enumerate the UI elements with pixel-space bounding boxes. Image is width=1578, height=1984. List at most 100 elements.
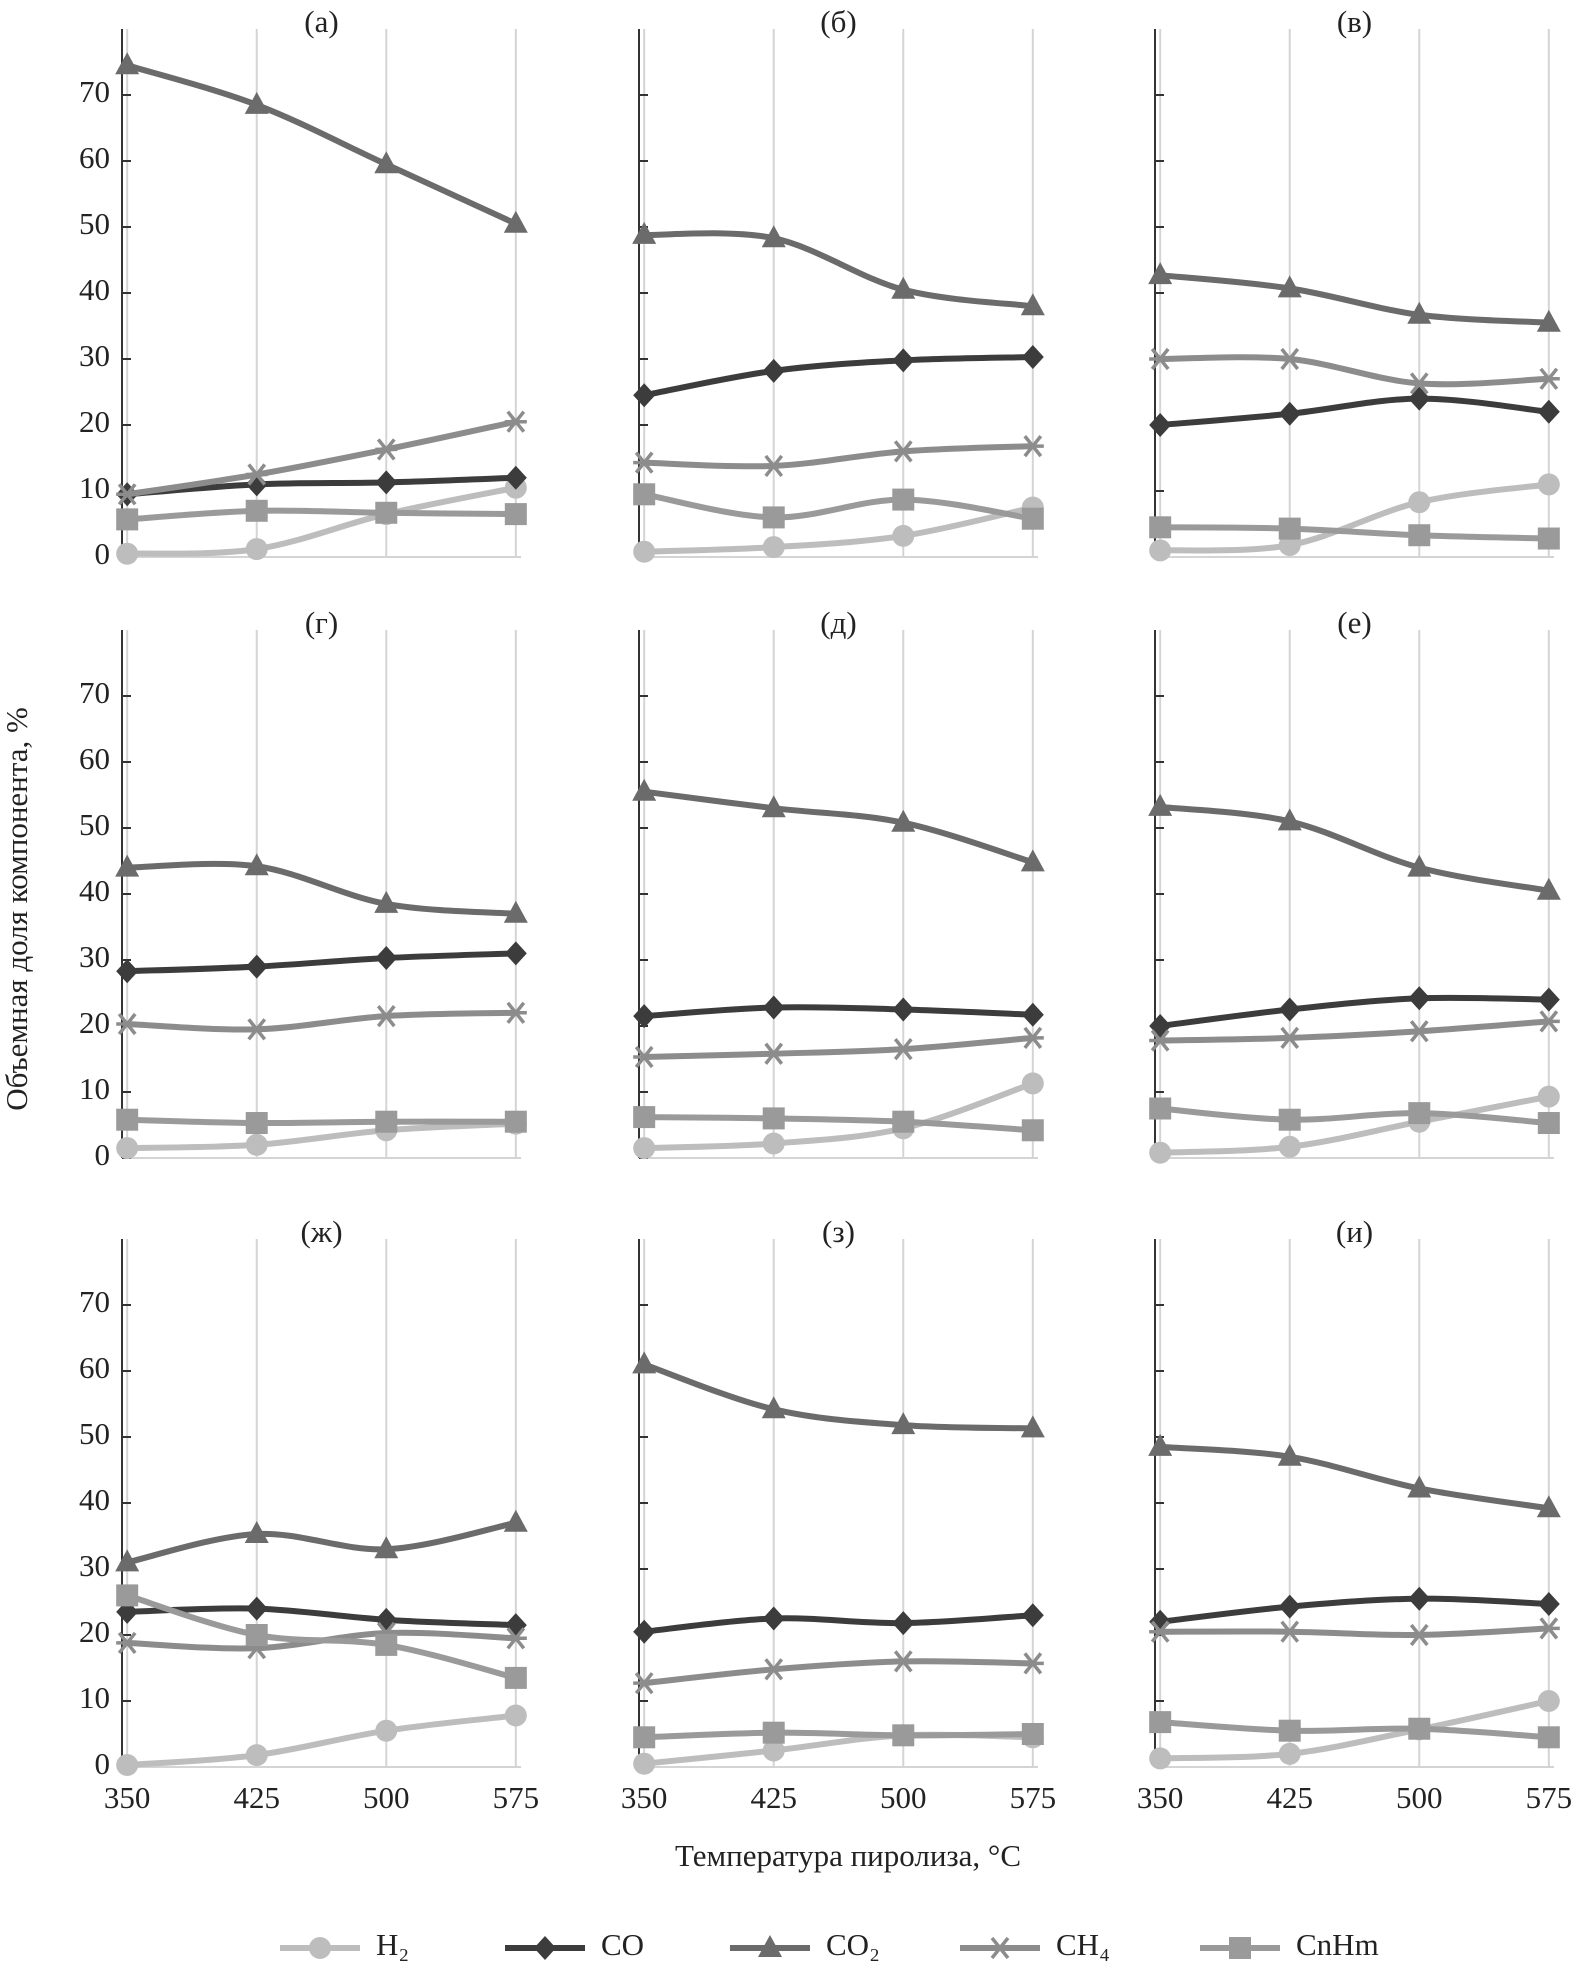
marker-diamond <box>1408 386 1431 411</box>
marker-circle <box>1408 491 1431 514</box>
marker-square <box>1537 1726 1560 1749</box>
marker-triangle <box>374 1536 399 1559</box>
series-line <box>1159 1105 1550 1127</box>
marker-diamond <box>892 348 915 373</box>
marker-triangle <box>244 853 269 876</box>
marker-star <box>1278 1620 1301 1643</box>
marker-triangle <box>1407 301 1432 324</box>
marker-circle <box>1537 1690 1560 1712</box>
series-line <box>126 418 517 498</box>
x-tick-label: 425 <box>1266 1780 1313 1815</box>
marker-diamond <box>633 1619 656 1644</box>
marker-circle <box>762 1132 785 1155</box>
marker-diamond <box>1278 401 1301 426</box>
y-tick-label: 70 <box>79 74 110 109</box>
marker-triangle <box>244 1521 269 1544</box>
marker-star <box>1021 1652 1044 1675</box>
marker-star <box>892 1650 915 1673</box>
marker-triangle <box>503 1509 528 1532</box>
marker-square <box>1021 1723 1044 1745</box>
series-line <box>1160 354 1549 388</box>
marker-star-stroke <box>247 1018 267 1041</box>
marker-star <box>1537 1617 1560 1640</box>
marker-square <box>116 1108 139 1131</box>
legend-label: CO <box>601 1927 644 1962</box>
marker-diamond <box>116 959 139 984</box>
marker-square <box>892 488 915 511</box>
y-tick-label: 30 <box>79 1548 110 1583</box>
marker-star-stroke <box>893 1038 913 1061</box>
marker-triangle <box>1020 1415 1045 1438</box>
marker-triangle <box>1020 293 1045 316</box>
marker-square <box>504 1110 527 1133</box>
marker-star <box>504 1001 527 1024</box>
series-line <box>644 443 1033 470</box>
marker-square <box>245 1624 268 1646</box>
marker-triangle <box>115 52 140 75</box>
marker-triangle <box>761 225 786 248</box>
marker-triangle <box>1536 1495 1561 1518</box>
marker-star-stroke <box>634 1672 654 1695</box>
marker-circle <box>1149 1141 1172 1164</box>
x-tick-label: 350 <box>104 1780 151 1815</box>
marker-square <box>375 1633 398 1656</box>
marker-star-stroke <box>376 1005 396 1028</box>
marker-star <box>375 438 398 461</box>
marker-diamond <box>245 1596 268 1621</box>
series-line <box>127 1120 516 1152</box>
panel-title: (д) <box>820 605 856 640</box>
marker-triangle <box>1407 854 1432 877</box>
marker-square <box>892 1724 915 1747</box>
series-line <box>126 62 518 227</box>
marker-square <box>1229 1937 1251 1959</box>
marker-star <box>1149 1620 1172 1643</box>
series-line <box>1160 1018 1550 1044</box>
marker-star <box>1278 347 1301 371</box>
marker-circle <box>633 540 656 563</box>
y-tick-label: 20 <box>79 1005 110 1040</box>
y-tick-label: 60 <box>79 1350 110 1385</box>
marker-circle <box>1149 1747 1172 1770</box>
y-tick-label: 30 <box>79 939 110 974</box>
marker-triangle <box>758 1935 782 1957</box>
series-line <box>643 354 1033 399</box>
marker-star <box>1278 1026 1301 1049</box>
marker-triangle <box>1277 1443 1302 1466</box>
panel-title: (а) <box>304 4 338 39</box>
marker-square <box>504 1666 527 1689</box>
y-tick-label: 10 <box>79 470 110 505</box>
panel-title: (б) <box>820 4 856 39</box>
series-line <box>644 504 1034 555</box>
marker-circle <box>633 1752 656 1775</box>
marker-triangle <box>632 1351 657 1374</box>
marker-star-stroke <box>1150 1620 1170 1643</box>
marker-triangle <box>1407 1475 1432 1498</box>
marker-square <box>504 503 527 526</box>
marker-star <box>633 1045 656 1069</box>
marker-triangle <box>891 1412 916 1435</box>
marker-diamond <box>762 995 785 1020</box>
marker-star-stroke <box>1539 367 1559 390</box>
marker-triangle <box>115 1549 140 1572</box>
marker-star <box>1021 1026 1044 1049</box>
series-line <box>127 1116 516 1127</box>
series-line <box>1160 1698 1550 1762</box>
y-tick-label: 40 <box>79 873 110 908</box>
marker-star-stroke <box>1280 347 1300 371</box>
y-tick-label: 0 <box>95 1137 111 1172</box>
marker-star-stroke <box>117 1012 137 1036</box>
marker-star-stroke <box>1150 1029 1170 1052</box>
marker-star <box>762 454 785 478</box>
marker-star-stroke <box>506 1627 526 1650</box>
marker-triangle <box>1148 262 1173 285</box>
marker-star-stroke <box>1409 1020 1429 1043</box>
marker-diamond <box>892 997 915 1022</box>
series-line <box>643 1658 1033 1687</box>
marker-star-stroke <box>634 451 654 474</box>
marker-square <box>245 499 268 522</box>
marker-square <box>762 1721 785 1744</box>
marker-square <box>116 1584 139 1607</box>
marker-square <box>375 501 398 524</box>
y-tick-label: 20 <box>79 1614 110 1649</box>
marker-diamond <box>762 1606 785 1631</box>
